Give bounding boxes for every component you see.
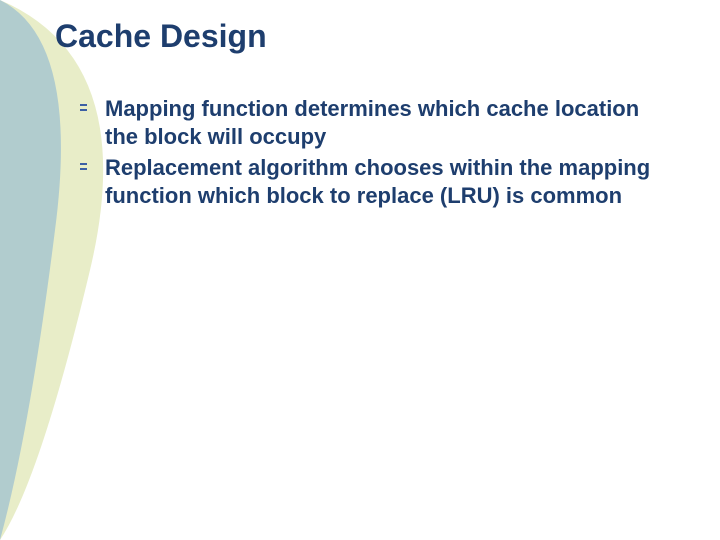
slide-title: Cache Design — [55, 18, 267, 55]
decorative-swoosh — [0, 0, 220, 540]
bullet-icon — [80, 163, 87, 170]
swoosh-inner — [0, 0, 61, 540]
bullet-icon — [80, 104, 87, 111]
list-item: Mapping function determines which cache … — [80, 95, 670, 150]
bullet-text: Replacement algorithm chooses within the… — [105, 154, 670, 209]
bullet-list: Mapping function determines which cache … — [80, 95, 670, 213]
swoosh-outer — [0, 0, 103, 540]
list-item: Replacement algorithm chooses within the… — [80, 154, 670, 209]
bullet-text: Mapping function determines which cache … — [105, 95, 670, 150]
